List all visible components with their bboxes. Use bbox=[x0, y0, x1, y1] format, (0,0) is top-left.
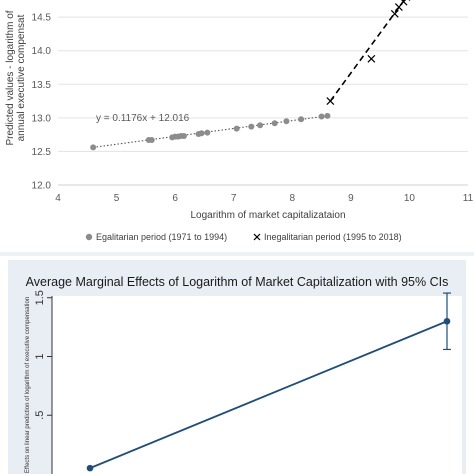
egalitarian-point bbox=[298, 116, 305, 123]
chart1-x-tick-label: 4 bbox=[55, 193, 61, 204]
y-axis-title-line1: Predicted values - logarithm of bbox=[5, 10, 16, 145]
chart1-x-tick-label: 6 bbox=[172, 193, 178, 204]
egalitarian-point bbox=[248, 123, 255, 130]
inegalitarian-trendline bbox=[329, 0, 406, 102]
chart1-x-tick-labels: 4 5 6 7 8 9 10 11 bbox=[55, 193, 473, 204]
legend-label-egalitarian: Egalitarian period (1971 to 1994) bbox=[96, 232, 227, 242]
legend-x-marker bbox=[253, 233, 261, 241]
inegalitarian-point bbox=[326, 97, 335, 105]
chart1-x-tick-label: 11 bbox=[463, 193, 474, 204]
chart1-x-tick-label: 8 bbox=[290, 193, 296, 204]
chart1-x-tick-label: 5 bbox=[114, 193, 120, 204]
chart2-y-tick-label: 1 bbox=[34, 353, 46, 359]
chart1-y-tick-label: 12.0 bbox=[32, 181, 52, 192]
chart1-x-axis-title: Logarithm of market capitalizataion bbox=[190, 210, 345, 221]
chart2-series bbox=[86, 292, 451, 472]
chart1-y-tick-label: 13.0 bbox=[32, 113, 52, 124]
egalitarian-point bbox=[90, 144, 97, 151]
y-axis-title-line2: annual executive compensat bbox=[16, 14, 27, 141]
chart1-y-tick-label: 13.5 bbox=[32, 80, 52, 91]
egalitarian-point bbox=[271, 120, 278, 127]
chart1-y-tick-labels: 12.0 12.5 13.0 13.5 14.0 14.5 bbox=[32, 13, 52, 192]
trendline-equation: y = 0.1176x + 12.016 bbox=[96, 113, 190, 124]
chart1-x-tick-label: 9 bbox=[348, 193, 354, 204]
egalitarian-point bbox=[180, 132, 187, 139]
chart1-legend: Egalitarian period (1971 to 1994) Inegal… bbox=[85, 232, 402, 242]
chart2-effect-point bbox=[86, 464, 94, 472]
chart1-gridlines bbox=[58, 16, 468, 152]
legend-circle-marker bbox=[85, 233, 93, 241]
legend-label-inegalitarian: Inegalitarian period (1995 to 2018) bbox=[264, 232, 402, 242]
svg-text:Effects on linear prediction o: Effects on linear prediction of logarith… bbox=[25, 297, 31, 473]
egalitarian-point bbox=[257, 122, 264, 129]
inegalitarian-point bbox=[399, 0, 408, 6]
egalitarian-point bbox=[204, 129, 211, 136]
chart1-x-tick-label: 10 bbox=[404, 193, 416, 204]
figure-separator bbox=[0, 252, 474, 256]
chart2-plot-area bbox=[52, 296, 462, 474]
inegalitarian-point bbox=[390, 9, 399, 18]
chart2-title: Average Marginal Effects of Logarithm of… bbox=[26, 275, 449, 289]
chart2-effect-point bbox=[443, 317, 451, 325]
chart1-x-tick-label: 7 bbox=[231, 193, 237, 204]
chart2-y-ticks: .5 1 1.5 bbox=[34, 290, 52, 420]
chart2-y-tick-label: 1.5 bbox=[34, 290, 46, 305]
egalitarian-point bbox=[233, 125, 240, 132]
chart1-y-axis-title: Predicted values - logarithm of annual e… bbox=[5, 10, 27, 145]
chart1-data-points bbox=[90, 0, 411, 151]
egalitarian-point bbox=[283, 118, 290, 125]
egalitarian-point bbox=[318, 113, 325, 120]
egalitarian-point bbox=[324, 112, 331, 119]
chart1-y-tick-label: 14.5 bbox=[32, 13, 52, 24]
egalitarian-point bbox=[148, 137, 155, 144]
chart1-y-tick-label: 12.5 bbox=[32, 147, 52, 158]
chart2-y-axis-title: Effects on linear prediction of logarith… bbox=[25, 297, 31, 473]
chart1-y-tick-label: 14.0 bbox=[32, 46, 52, 57]
egalitarian-point bbox=[198, 130, 205, 137]
inegalitarian-point bbox=[367, 54, 376, 63]
chart2-y-tick-label: .5 bbox=[34, 411, 46, 420]
chart2-effect-line bbox=[89, 320, 448, 469]
